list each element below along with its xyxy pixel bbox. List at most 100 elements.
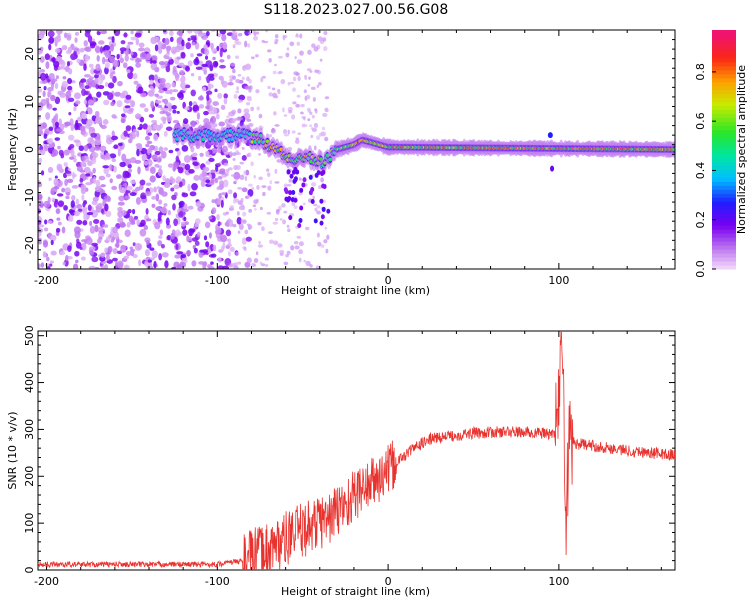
spectrogram-speckle — [111, 135, 119, 141]
spectrogram-speckle — [255, 89, 260, 94]
spectrogram-speckle — [273, 111, 277, 116]
spectrogram-speckle — [291, 201, 296, 207]
spectrogram-streak — [287, 196, 292, 202]
spectrogram-speckle — [115, 241, 120, 249]
spectrogram-speckle — [125, 250, 132, 256]
spectrogram-speckle — [232, 158, 236, 161]
colorbar-segment — [712, 145, 736, 150]
spectrogram-speckle — [101, 56, 106, 65]
spectrogram-speckle — [44, 53, 50, 61]
spectrogram-speckle — [123, 195, 131, 200]
spectrogram-speckle — [292, 101, 297, 105]
spectrogram-speckle — [285, 52, 290, 58]
spectrogram-speckle — [217, 256, 222, 263]
spectrogram-speckle — [79, 125, 86, 132]
spectrogram-speckle — [151, 154, 158, 161]
spectrogram-streak — [295, 169, 300, 175]
snr-series-line — [38, 331, 675, 570]
spectrogram-speckle — [127, 163, 132, 169]
spectrogram-speckle — [230, 62, 236, 67]
spectrogram-speckle — [207, 248, 212, 254]
spectrogram-speckle — [150, 100, 155, 109]
spectrogram-speckle — [243, 246, 247, 252]
spectrogram-speckle — [96, 55, 100, 62]
spectrogram-speckle — [272, 70, 277, 75]
spectrogram-speckle — [44, 128, 50, 134]
spectrogram-speckle — [96, 91, 102, 98]
spectrogram-speckle — [178, 62, 185, 67]
spectrogram-speckle — [133, 80, 139, 85]
spectrogram-speckle — [155, 206, 162, 211]
spectrogram-speckle — [100, 124, 107, 129]
spectrogram-speckle — [104, 247, 108, 254]
spectrogram-ytick-label: 0 — [23, 146, 36, 153]
spectrogram-speckle — [250, 106, 254, 112]
spectrogram-speckle — [269, 180, 273, 185]
spectrogram-speckle — [78, 145, 85, 152]
spectrogram-speckle — [146, 140, 153, 145]
spectrogram-speckle — [292, 87, 296, 92]
spectrogram-speckle — [287, 146, 293, 151]
spectrogram-speckle — [176, 30, 184, 36]
spectrogram-speckle — [153, 134, 159, 142]
colorbar: 0.0 0.2 0.4 0.6 0.8 Normalized spectral ampli… — [694, 30, 748, 278]
colorbar-segment — [712, 85, 736, 91]
colorbar-segment — [712, 209, 736, 214]
spectrogram-speckle — [94, 146, 101, 151]
spectrogram-speckle — [222, 265, 230, 269]
spectrogram-speckle — [310, 126, 314, 130]
spectrogram-streak — [302, 177, 307, 183]
spectrogram-speckle — [291, 114, 296, 120]
spectrogram-speckle — [237, 99, 243, 103]
spectrogram-speckle — [212, 101, 220, 107]
spectrogram-speckle — [243, 170, 246, 176]
spectrogram-speckle — [307, 118, 311, 122]
spectrogram-speckle — [130, 221, 136, 225]
spectrogram-speckle — [178, 210, 184, 218]
spectrogram-speckle — [74, 37, 78, 44]
spectrogram-streak — [320, 214, 325, 220]
spectrogram-speckle — [81, 155, 86, 162]
spectrogram-speckle — [89, 220, 93, 227]
spectrogram-speckle — [184, 221, 189, 226]
spectrogram-speckle — [94, 74, 99, 79]
spectrogram-speckle — [219, 30, 227, 35]
spectrogram-speckle — [245, 169, 250, 176]
spectrogram-speckle — [176, 110, 180, 114]
spectrogram-speckle — [130, 36, 137, 41]
spectrogram-speckle — [107, 82, 115, 89]
colorbar-segment — [712, 173, 736, 178]
spectrogram-speckle — [298, 177, 302, 181]
spectrogram-speckle — [212, 56, 216, 61]
spectrogram-speckle — [42, 251, 47, 258]
spectrogram-speckle — [56, 193, 64, 197]
spectrogram-speckle — [212, 244, 217, 252]
spectrogram-speckle — [154, 150, 161, 156]
spectrogram-speckle — [65, 170, 72, 174]
spectrogram-speckle — [234, 117, 240, 121]
spectrogram-speckle — [105, 236, 111, 241]
colorbar-segment — [712, 93, 736, 99]
spectrogram-speckle — [54, 175, 58, 179]
spectrogram-speckle — [129, 135, 133, 143]
spectrogram-speckle — [113, 165, 117, 173]
spectrogram-speckle — [245, 236, 252, 242]
spectrogram-speckle — [65, 90, 72, 99]
spectrogram-speckle — [80, 161, 86, 167]
colorbar-segment — [712, 89, 736, 95]
spectrogram-speckle — [59, 65, 66, 70]
spectrogram-speckle — [311, 30, 315, 33]
spectrogram-speckle — [277, 243, 283, 248]
spectrogram-speckle — [67, 77, 73, 85]
spectrogram-speckle — [114, 91, 122, 97]
spectrogram-speckle — [119, 47, 127, 52]
spectrogram-speckle — [210, 261, 214, 265]
spectrogram-speckle — [47, 220, 53, 224]
spectrogram-speckle — [129, 192, 137, 197]
spectrogram-speckle — [193, 247, 198, 254]
spectrogram-speckle — [245, 102, 251, 106]
spectrogram-speckle — [189, 228, 196, 233]
spectrogram-streak — [299, 205, 304, 211]
spectrogram-speckle — [296, 236, 302, 239]
snr-ytick-label: 500 — [23, 325, 36, 346]
